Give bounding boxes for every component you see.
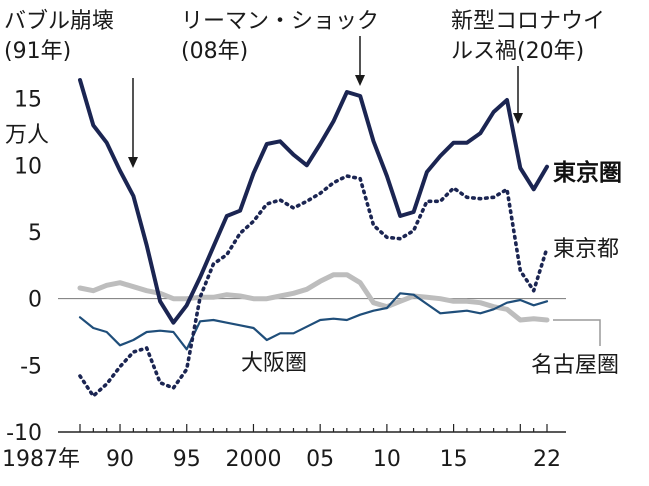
annotation-arrow-head [355,75,365,86]
y-tick-label: 5 [28,221,42,246]
y-tick-label: 15 [14,88,42,113]
annotation-subtitle: (08年) [181,39,248,64]
annotation-arrow-head [513,113,523,124]
x-tick-label: 22 [533,447,561,472]
y-tick-label: -10 [6,421,42,446]
series-line-東京都 [78,174,549,398]
annotation-arrow-head [128,157,138,168]
x-tick-label: 15 [440,447,468,472]
series-line-東京圏 [78,78,549,325]
annotation-subtitle: ルス禍(20年) [451,39,584,64]
series-lines [77,78,550,398]
x-axis: 1987年 90 95 2000 05 10 15 22 [2,424,566,472]
series-label-osaka-area: 大阪圏 [241,351,307,376]
x-tick-label: 2000 [225,447,281,472]
x-tick-label: 1987年 [2,447,80,472]
annotation-title: 新型コロナウイ [451,9,605,34]
y-tick-label: -5 [20,354,42,379]
annotation-subtitle: (91年) [4,39,71,64]
x-tick-label: 95 [173,447,201,472]
y-axis-ticks: 15 10 5 0 -5 -10 [6,88,42,446]
annotation-title: リーマン・ショック [181,9,379,34]
annotation-title: バブル崩壊 [4,9,114,34]
series-label-tokyo-metro: 東京都 [553,237,619,262]
y-tick-label: 10 [14,154,42,179]
nagoya-leader-line [553,319,601,346]
series-line-大阪圏 [78,292,549,351]
x-tick-label: 10 [373,447,401,472]
series-label-tokyo-area: 東京圏 [553,159,622,186]
y-tick-label: 0 [28,288,42,313]
x-tick-label: 90 [106,447,134,472]
y-axis-unit: 万人 [5,123,49,148]
series-label-nagoya-area: 名古屋圏 [531,353,619,378]
x-tick-label: 05 [306,447,334,472]
